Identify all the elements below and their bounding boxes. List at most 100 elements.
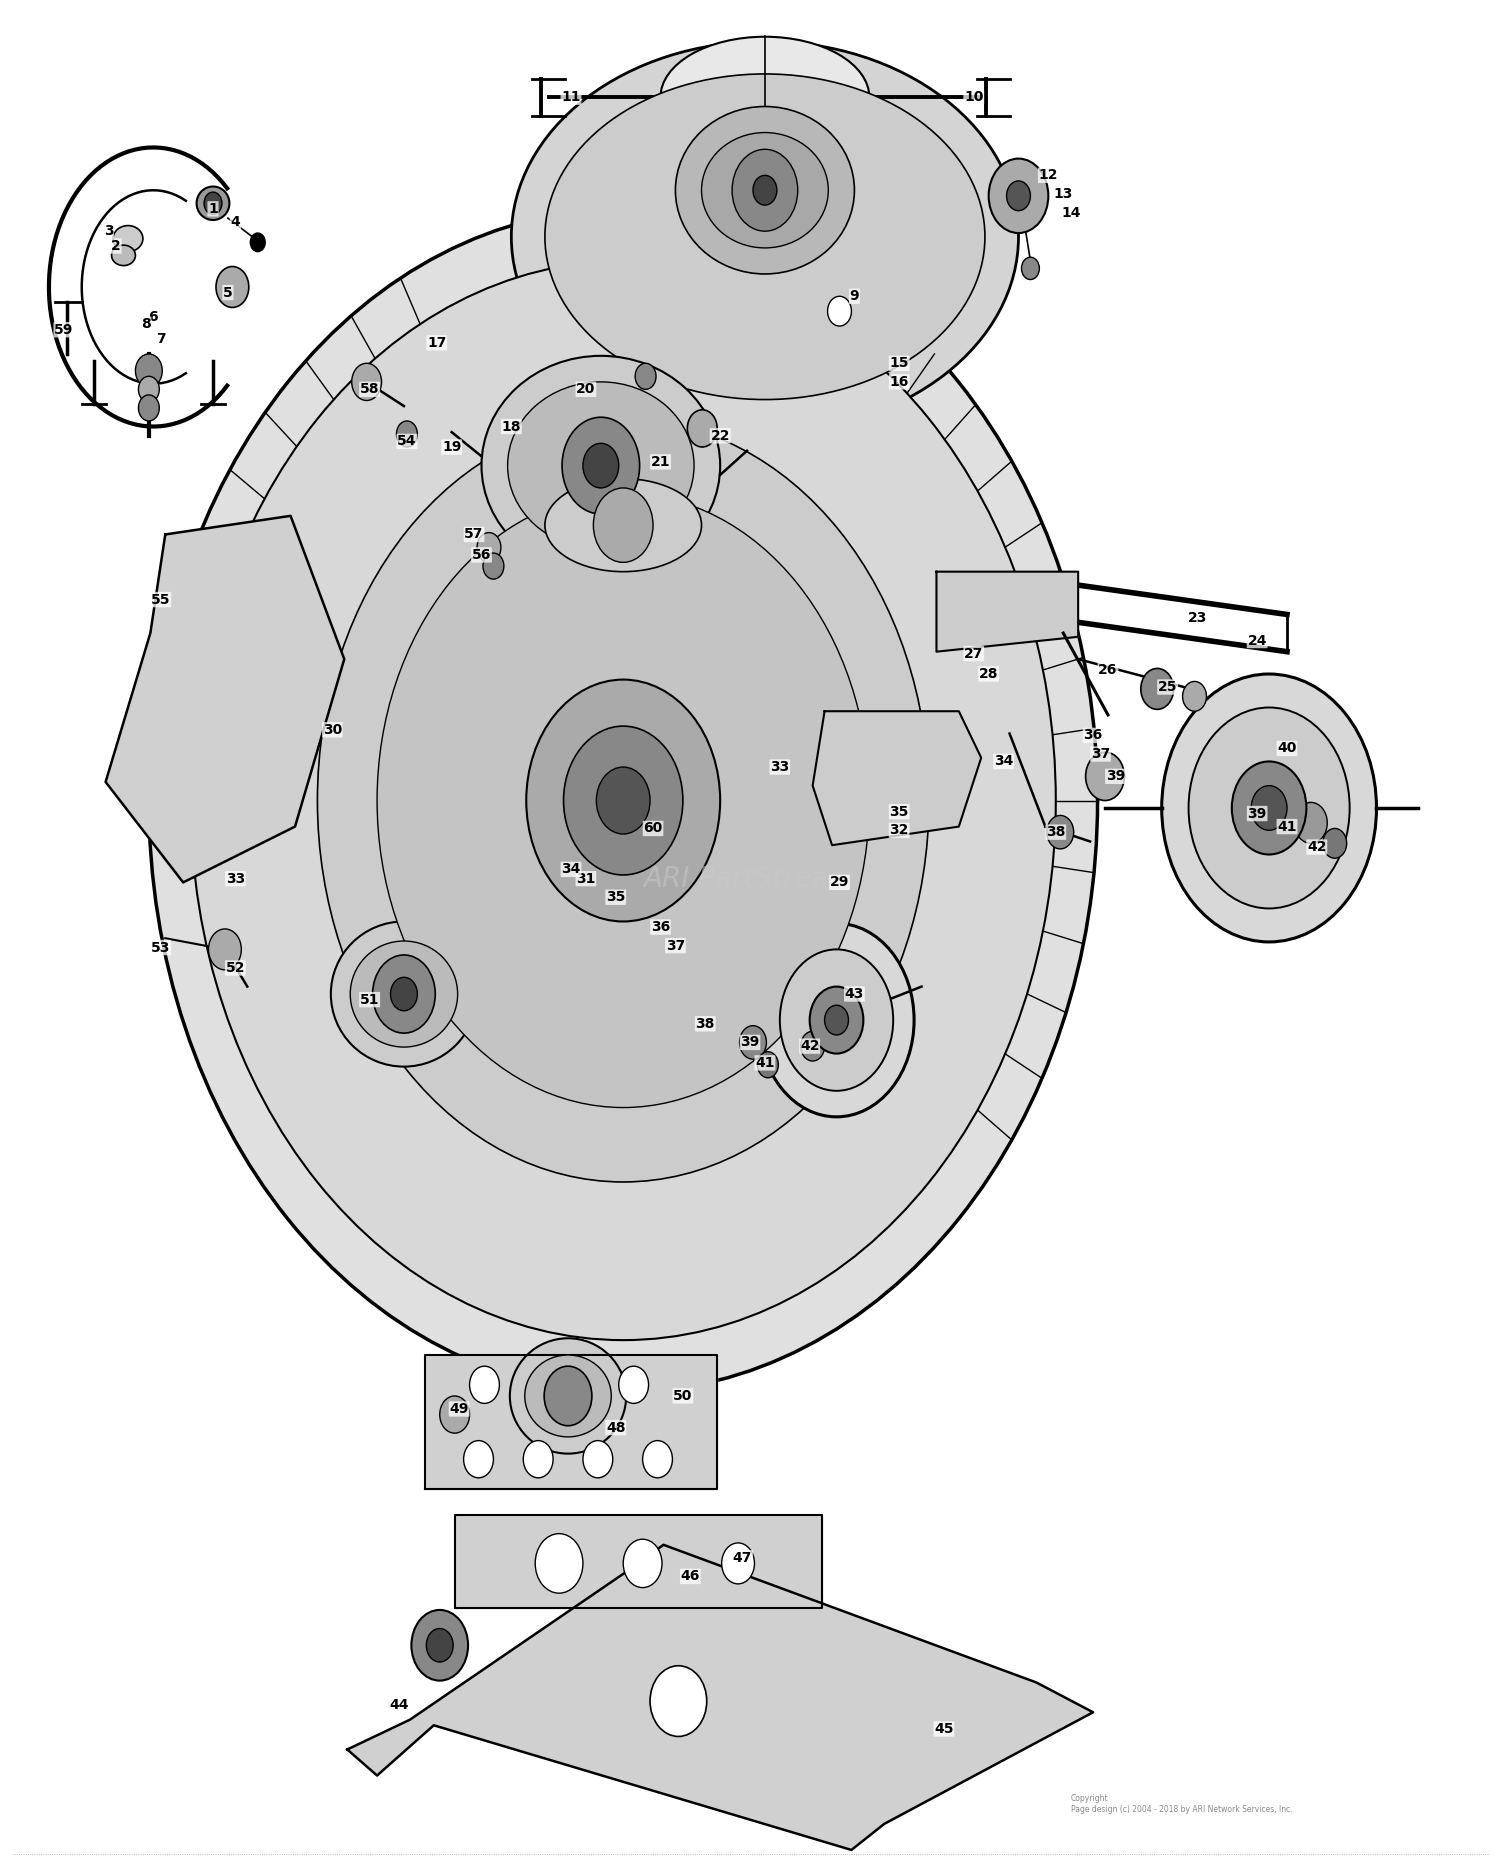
Circle shape [526, 680, 720, 921]
Text: 44: 44 [390, 1697, 410, 1712]
Ellipse shape [702, 133, 828, 249]
Text: 42: 42 [800, 1039, 819, 1052]
Circle shape [988, 159, 1048, 234]
Circle shape [536, 1534, 584, 1592]
Text: 46: 46 [681, 1570, 700, 1583]
Text: 56: 56 [472, 548, 490, 563]
Text: 6: 6 [148, 310, 158, 323]
Text: 7: 7 [156, 333, 165, 346]
Circle shape [351, 363, 381, 400]
Circle shape [828, 297, 852, 325]
Text: Copyright
Page design (c) 2004 - 2018 by ARI Network Services, Inc.: Copyright Page design (c) 2004 - 2018 by… [1071, 1794, 1293, 1813]
Text: 24: 24 [1248, 634, 1268, 647]
Circle shape [464, 1441, 494, 1478]
Text: 51: 51 [360, 992, 380, 1007]
Circle shape [584, 443, 618, 488]
Circle shape [396, 421, 417, 447]
Text: 33: 33 [225, 871, 245, 886]
Text: 42: 42 [1306, 839, 1326, 854]
Text: 9: 9 [849, 290, 859, 303]
Circle shape [1323, 828, 1347, 858]
Circle shape [1188, 708, 1350, 908]
Text: 13: 13 [1053, 187, 1072, 202]
Text: 31: 31 [576, 871, 596, 886]
Ellipse shape [507, 381, 694, 549]
Text: 23: 23 [1188, 611, 1208, 626]
Text: 39: 39 [741, 1035, 759, 1049]
Circle shape [564, 725, 682, 875]
Circle shape [138, 394, 159, 421]
Circle shape [825, 1006, 849, 1035]
Text: 36: 36 [651, 920, 670, 934]
Circle shape [376, 493, 870, 1108]
Ellipse shape [525, 1355, 612, 1437]
Text: 37: 37 [1090, 748, 1110, 761]
Circle shape [477, 533, 501, 563]
Text: 18: 18 [501, 419, 520, 434]
Text: 30: 30 [322, 723, 342, 736]
Text: 27: 27 [964, 647, 984, 660]
Circle shape [780, 949, 892, 1091]
Circle shape [1182, 682, 1206, 712]
Circle shape [722, 1544, 754, 1583]
Text: 40: 40 [1278, 742, 1296, 755]
Ellipse shape [675, 107, 855, 275]
Ellipse shape [196, 187, 230, 221]
Text: 34: 34 [561, 862, 580, 877]
Text: 21: 21 [651, 454, 670, 469]
Text: 15: 15 [890, 357, 909, 370]
Circle shape [1251, 785, 1287, 830]
Text: 39: 39 [1106, 770, 1125, 783]
Circle shape [732, 150, 798, 232]
Circle shape [1294, 802, 1328, 843]
Text: 5: 5 [224, 286, 232, 299]
Text: 58: 58 [360, 383, 380, 396]
Polygon shape [813, 712, 981, 845]
Text: 1: 1 [209, 202, 218, 215]
Circle shape [1232, 761, 1306, 854]
Circle shape [135, 353, 162, 387]
Ellipse shape [350, 940, 458, 1047]
Circle shape [372, 955, 435, 1034]
Circle shape [753, 176, 777, 206]
Text: 29: 29 [830, 875, 849, 890]
Ellipse shape [332, 921, 477, 1067]
Text: 8: 8 [141, 318, 150, 331]
Text: 47: 47 [734, 1551, 752, 1564]
Circle shape [1022, 258, 1040, 280]
Circle shape [148, 209, 1098, 1392]
Circle shape [426, 1628, 453, 1662]
Polygon shape [424, 1355, 717, 1490]
Ellipse shape [544, 75, 986, 400]
Text: 12: 12 [1038, 168, 1058, 183]
Text: 54: 54 [398, 434, 417, 449]
Text: 34: 34 [994, 755, 1014, 768]
Circle shape [411, 1609, 468, 1680]
Ellipse shape [482, 355, 720, 576]
Text: 22: 22 [711, 428, 730, 443]
Circle shape [618, 1366, 648, 1404]
Text: 10: 10 [964, 90, 984, 105]
Text: ARI PartStream: ARI PartStream [644, 865, 856, 893]
Polygon shape [454, 1516, 822, 1607]
Circle shape [758, 1052, 778, 1078]
Circle shape [687, 409, 717, 447]
Circle shape [622, 1540, 662, 1587]
Circle shape [740, 1026, 766, 1060]
Circle shape [524, 1441, 554, 1478]
Polygon shape [346, 1546, 1094, 1850]
Circle shape [204, 193, 222, 215]
Text: 11: 11 [561, 90, 580, 105]
Circle shape [801, 1032, 825, 1062]
Circle shape [209, 929, 242, 970]
Text: 16: 16 [890, 376, 909, 389]
Circle shape [483, 553, 504, 579]
Text: 19: 19 [442, 439, 462, 454]
Circle shape [759, 923, 914, 1118]
Circle shape [1161, 675, 1377, 942]
Text: 49: 49 [450, 1402, 470, 1417]
Text: 55: 55 [152, 592, 171, 607]
Circle shape [597, 766, 650, 834]
Circle shape [470, 1366, 500, 1404]
Circle shape [440, 1396, 470, 1434]
